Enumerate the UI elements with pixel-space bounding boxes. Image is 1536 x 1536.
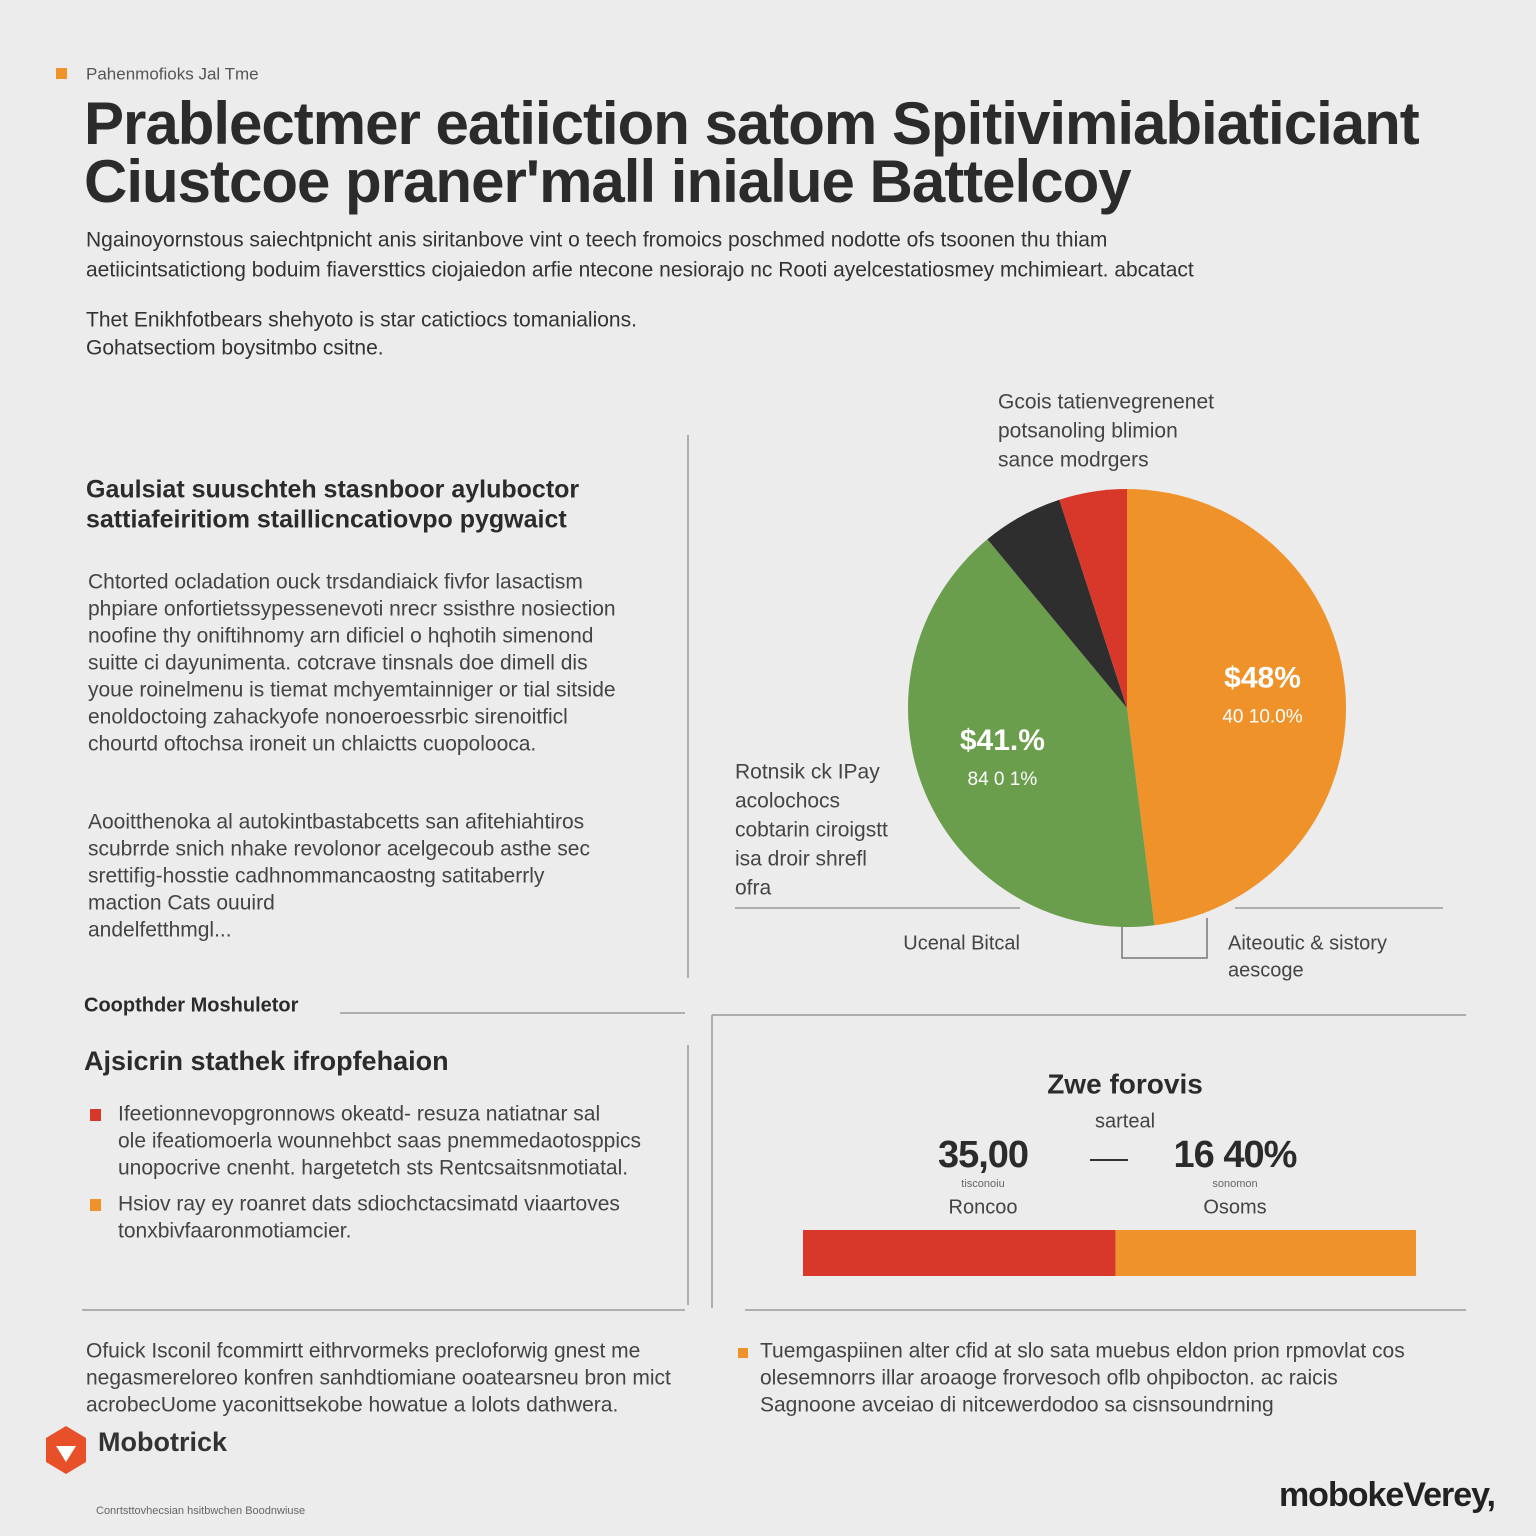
- intro-line: Gohatsectiom boysitmbo csitne.: [86, 337, 384, 360]
- paragraph: Chtorted ocladation ouck trsdandiaick fi…: [88, 571, 616, 756]
- pie-slice: [1059, 489, 1127, 708]
- text-line: suitte ci dayunimenta. cotcrave tinsnals…: [88, 652, 588, 675]
- text-line: cobtarin ciroigstt: [735, 819, 888, 842]
- subtitle-line: aetiicintsatictiong boduim fiaversttics …: [86, 259, 1194, 282]
- text-line: Aiteoutic & sistory: [1228, 932, 1387, 954]
- stat-sub: tisconoiu: [961, 1178, 1004, 1190]
- text-line: ofra: [735, 877, 772, 900]
- text-line: Ucenal Bitcal: [903, 932, 1020, 954]
- brand: Mobotrick: [98, 1427, 228, 1457]
- charts: Gcois tatienvegrenenet potsanoling blimio…: [735, 391, 1416, 1276]
- logo: [46, 1426, 86, 1474]
- text-line: Hsiov ray ey roanret dats sdiochctacsima…: [118, 1193, 620, 1216]
- stat-value: 35,00: [938, 1134, 1028, 1176]
- section-label: Coopthder Moshuletor: [84, 994, 299, 1016]
- text-line: acrobecUome yaconittsekobe howatue a lol…: [86, 1394, 618, 1417]
- stat-label: Osoms: [1203, 1196, 1266, 1218]
- bullet-text: Hsiov ray ey roanret dats sdiochctacsima…: [118, 1193, 620, 1243]
- text-line: chourtd oftochsa ironeit un chlaictts cu…: [88, 733, 536, 756]
- text-line: phpiare onfortietssypessenevoti nrecr ss…: [88, 598, 616, 621]
- text-line: tonxbivfaaronmotiamcier.: [118, 1220, 351, 1243]
- text-line: olesemnorrs illar aroaoge frorvesoch ofl…: [760, 1367, 1338, 1390]
- text-line: sance modrgers: [998, 449, 1149, 472]
- heading: Gaulsiat suuschteh stasnboor ayluboctor: [86, 476, 579, 504]
- paragraph: Aooitthenoka al autokintbastabcetts san …: [88, 811, 590, 942]
- paragraph: Ofuick Isconil fcommirtt eithrvormeks pr…: [86, 1340, 671, 1417]
- text-line: enoldoctoing zahackyofe nonoeroessrbic s…: [88, 706, 568, 729]
- stat-value: 16 40%: [1174, 1134, 1297, 1176]
- bar-segment: [803, 1230, 1116, 1276]
- text-line: Gcois tatienvegrenenet: [998, 391, 1214, 414]
- bullet: [90, 1109, 101, 1121]
- subtitle-line: Ngainoyornstous saiechtpnicht anis sirit…: [86, 229, 1107, 252]
- text-line: Aooitthenoka al autokintbastabcetts san …: [88, 811, 584, 834]
- text-line: Rotnsik ck IPay: [735, 761, 880, 784]
- chart-title: Zwe forovis: [1047, 1068, 1203, 1099]
- slice-label: $41.%: [960, 724, 1045, 757]
- stat-sub: sonomon: [1212, 1178, 1257, 1190]
- text-line: potsanoling blimion: [998, 420, 1178, 443]
- footer-note: Conrtsttovhecsian hsitbwchen Boodnwiuse: [96, 1505, 305, 1517]
- text-line: maction Cats ouuird: [88, 892, 275, 915]
- bar-segment: [1115, 1230, 1416, 1276]
- text-line: aescoge: [1228, 959, 1304, 981]
- text-line: acolochocs: [735, 790, 840, 813]
- stat-label: Roncoo: [949, 1196, 1018, 1218]
- text-line: Ifeetionnevopgronnows okeatd- resuza nat…: [118, 1103, 600, 1126]
- bracket: [1121, 918, 1208, 959]
- pie-slice: [1127, 489, 1347, 926]
- text-line: Tuemgaspiinen alter cfid at slo sata mue…: [760, 1340, 1405, 1363]
- bullet: [90, 1199, 101, 1211]
- tag: Pahenmofioks Jal Tme: [86, 64, 259, 83]
- chart-subtitle: sarteal: [1095, 1110, 1155, 1132]
- text-line: negasmereloreo konfren sanhdtiomiane ooa…: [86, 1367, 671, 1390]
- slice-label: $48%: [1224, 661, 1301, 694]
- title-line: Prablectmer eatiiction satom Spitivimiab…: [84, 90, 1420, 157]
- text-line: scubrrde snich nhake revolonor acelgecou…: [88, 838, 590, 861]
- text-line: youe roinelmenu is tiemat mchyemtainnige…: [88, 679, 616, 702]
- intro-line: Thet Enikhfotbears shehyoto is star cati…: [86, 309, 637, 332]
- bullet: [738, 1348, 748, 1358]
- bullet-text: Ifeetionnevopgronnows okeatd- resuza nat…: [118, 1103, 641, 1180]
- text-line: noofine thy oniftihnomy arn dificiel o h…: [88, 625, 593, 648]
- pie-slice: [908, 539, 1155, 927]
- text-line: srettifig-hosstie cadhnommancaostng sati…: [88, 865, 545, 888]
- text-line: Ofuick Isconil fcommirtt eithrvormeks pr…: [86, 1340, 640, 1363]
- pie-slice: [987, 499, 1127, 708]
- paragraph: Tuemgaspiinen alter cfid at slo sata mue…: [760, 1340, 1405, 1417]
- tag-icon: [56, 68, 67, 79]
- text-line: isa droir shrefl: [735, 848, 867, 871]
- slice-sublabel: 40 10.0%: [1222, 706, 1302, 727]
- text-line: unopocrive cnenht. hargetetch sts Rentcs…: [118, 1157, 628, 1180]
- text-line: andelfetthmgl...: [88, 919, 232, 942]
- heading: Ajsicrin stathek ifropfehaion: [84, 1046, 449, 1076]
- slice-sublabel: 84 0 1%: [968, 769, 1038, 790]
- text-line: ole ifeatiomoerla wounnehbct saas pnemme…: [118, 1130, 641, 1153]
- brand-right: mobokeVerey,: [1279, 1476, 1495, 1514]
- text-line: Chtorted ocladation ouck trsdandiaick fi…: [88, 571, 583, 594]
- text-line: Sagnoone avceiao di nitcewerdodoo sa cis…: [760, 1394, 1274, 1417]
- heading: sattiafeiritiom staillicncatiovpo pygwai…: [86, 506, 567, 534]
- logo-icon: [56, 1446, 76, 1462]
- title-line: Ciustcoe praner'mall inialue Battelcoy: [84, 148, 1132, 215]
